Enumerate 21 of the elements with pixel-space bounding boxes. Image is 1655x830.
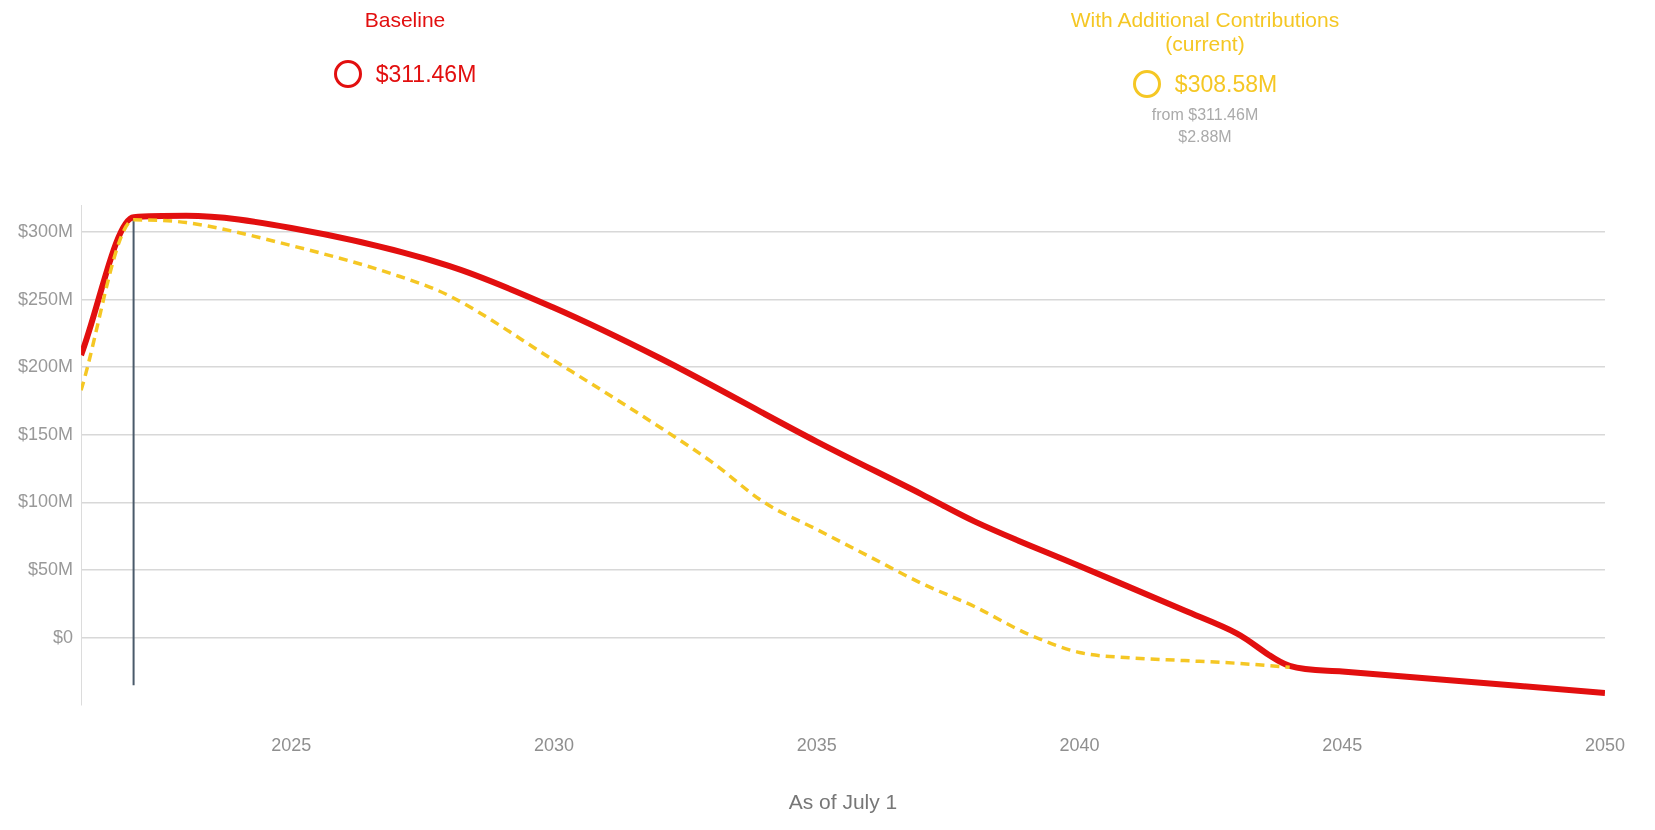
text: $311.46M xyxy=(375,60,477,88)
y-tick-label: $150M xyxy=(17,423,74,444)
x-axis-title: As of July 1 xyxy=(788,790,898,814)
text: Baseline xyxy=(363,8,447,32)
line-series xyxy=(81,218,1292,670)
y-tick-label: $300M xyxy=(17,221,74,242)
x-tick-label: 2030 xyxy=(533,734,575,755)
x-tick-label: 2040 xyxy=(1059,734,1100,755)
y-tick-label: $50M xyxy=(28,558,74,579)
x-tick-label: 2025 xyxy=(271,734,312,755)
text: from $311.46M xyxy=(1150,105,1260,125)
y-tick-label: $100M xyxy=(17,491,74,512)
y-tick-label: $0 xyxy=(53,626,74,647)
y-tick-label: $200M xyxy=(17,356,74,377)
text: $308.58M xyxy=(1174,70,1278,98)
x-tick-label: 2035 xyxy=(796,734,837,755)
x-tick-label: 2050 xyxy=(1584,734,1625,755)
text: With Additional Contributions (current) xyxy=(1069,8,1341,56)
text: $2.88M xyxy=(1177,127,1233,147)
y-tick-label: $250M xyxy=(17,288,74,309)
x-tick-label: 2045 xyxy=(1322,734,1363,755)
